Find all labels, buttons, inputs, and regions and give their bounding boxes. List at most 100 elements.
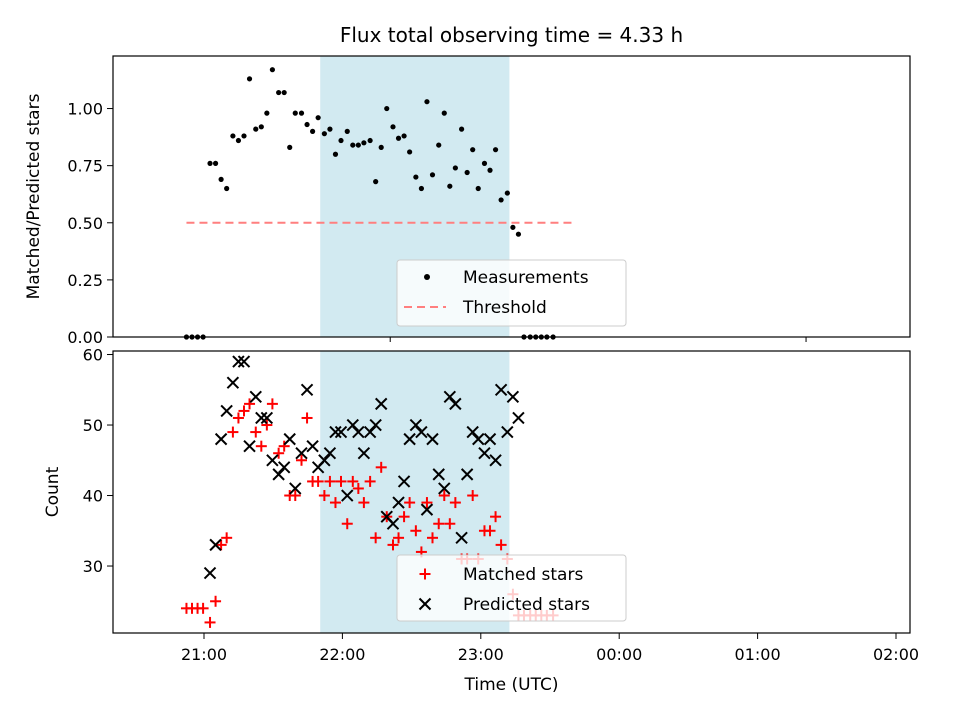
predicted-star-marker (277, 461, 291, 474)
measurement-point (332, 151, 339, 157)
matched-star-point (266, 398, 278, 410)
predicted-star-marker (306, 439, 319, 453)
predicted-star-marker (214, 432, 228, 446)
predicted-star-marker (243, 439, 256, 453)
predicted-star-marker (260, 411, 274, 425)
matched-star-point (387, 539, 399, 551)
predicted-star-point (237, 355, 251, 368)
measurement-point (407, 149, 413, 155)
predicted-star-marker (272, 468, 285, 481)
chart-title: Flux total observing time = 4.33 h (340, 23, 683, 47)
predicted-star-marker (341, 489, 354, 502)
predicted-star-marker (329, 425, 342, 439)
y-tick-label: 0.50 (67, 214, 103, 233)
predicted-star-point (214, 432, 228, 446)
matched-star-point (375, 461, 387, 473)
count-x-ticks: 21:00 22:00 23:00 00:00 01:00 02:00 (181, 633, 919, 664)
measurement-point (452, 165, 458, 171)
matched-star-point (444, 518, 456, 530)
predicted-star-point (460, 468, 474, 481)
measurement-point (287, 144, 293, 150)
predicted-star-marker (352, 425, 365, 439)
predicted-star-marker (397, 475, 411, 488)
predicted-star-point (363, 425, 377, 439)
measurement-point (436, 142, 442, 148)
predicted-star-marker (438, 482, 451, 495)
predicted-star-marker (472, 432, 485, 446)
predicted-star-marker (323, 447, 337, 460)
matched-star-point (341, 518, 353, 530)
predicted-star-point (306, 439, 319, 453)
predicted-star-point (426, 432, 439, 446)
predicted-star-marker (466, 425, 479, 439)
matched-star-point (210, 595, 222, 607)
predicted-star-point (489, 454, 502, 467)
measurement-point (447, 183, 453, 189)
predicted-star-point (346, 418, 360, 432)
y-tick-label: 50 (83, 416, 103, 435)
predicted-star-point (506, 390, 520, 404)
matched-star-point (204, 616, 216, 628)
predicted-star-point (403, 432, 416, 446)
measurement-point (395, 135, 402, 141)
legend-x-mark (418, 597, 432, 611)
matched-star-point (393, 532, 405, 544)
predicted-star-marker (501, 425, 514, 439)
predicted-star-point (392, 496, 405, 509)
predicted-star-point (438, 482, 451, 495)
predicted-star-point (226, 376, 240, 389)
matched-star-point (484, 525, 496, 537)
predicted-star-marker (392, 496, 405, 509)
matched-star-point (197, 602, 209, 614)
predicted-star-marker (455, 531, 468, 545)
predicted-star-marker (295, 447, 308, 460)
measurement-point (492, 147, 499, 153)
predicted-star-point (203, 566, 217, 580)
legend-label-measurements: Measurements (463, 268, 589, 288)
matched-star-point (238, 405, 250, 417)
measurement-point (470, 147, 476, 153)
measurement-point (321, 131, 327, 137)
measurement-point (298, 110, 305, 116)
matched-star-point (438, 490, 450, 502)
matched-star-point (433, 518, 445, 530)
predicted-star-point (443, 390, 457, 404)
predicted-star-point (415, 425, 428, 439)
matched-star-point (364, 475, 376, 487)
matched-star-point (221, 532, 233, 544)
predicted-star-points (203, 355, 525, 580)
measurement-point (424, 99, 430, 105)
measurement-point (276, 89, 282, 96)
matched-star-point (449, 497, 461, 509)
x-tick-label: 02:00 (873, 645, 919, 664)
ratio-panel-frame (112, 55, 911, 338)
x-axis-label: Time (UTC) (464, 675, 559, 695)
predicted-star-point (318, 454, 331, 467)
measurement-point (218, 176, 224, 182)
predicted-star-marker (512, 411, 525, 425)
matched-star-point (244, 398, 256, 410)
predicted-star-point (277, 461, 291, 474)
y-tick-label: 40 (83, 487, 103, 506)
matched-star-point (490, 511, 502, 523)
x-tick-label: 23:00 (458, 645, 504, 664)
measurement-point (401, 133, 407, 139)
measurement-point (441, 110, 447, 116)
measurement-point (292, 110, 298, 116)
matched-star-point (296, 454, 308, 466)
matched-star-point (318, 490, 330, 502)
predicted-star-point (220, 404, 233, 418)
predicted-star-point (409, 418, 423, 432)
predicted-star-point (386, 517, 400, 530)
measurement-point (350, 142, 356, 148)
measurement-point (498, 197, 504, 203)
predicted-star-point (260, 411, 274, 425)
y-tick-label: 0.00 (67, 328, 103, 347)
count-panel-frame (112, 350, 911, 634)
x-tick-label: 00:00 (596, 645, 642, 664)
legend-label-threshold: Threshold (462, 298, 547, 318)
matched-star-point (467, 490, 479, 502)
measurement-point (281, 89, 287, 96)
predicted-star-marker (255, 411, 268, 425)
